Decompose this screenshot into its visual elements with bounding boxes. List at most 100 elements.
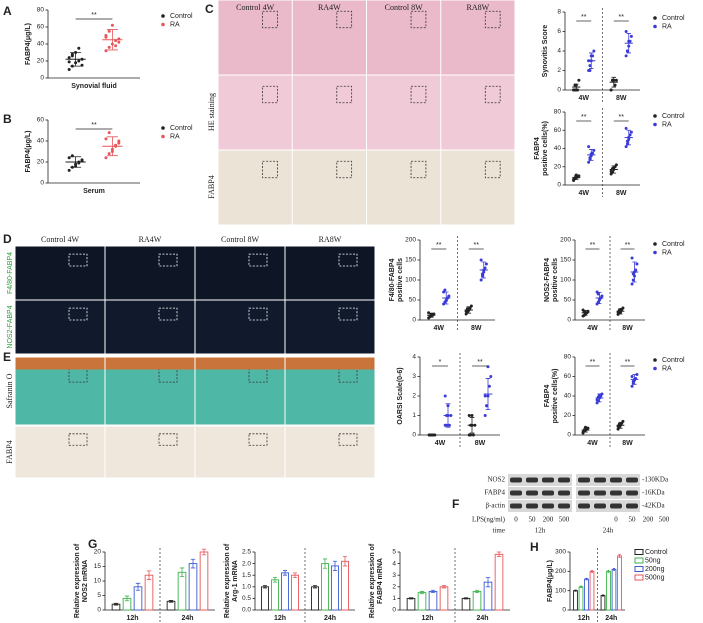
blot-band — [578, 503, 590, 509]
bar — [271, 579, 279, 611]
data-point — [427, 311, 431, 315]
bar — [584, 578, 589, 611]
error-bar — [179, 567, 185, 578]
error-bar — [481, 261, 486, 279]
blot-band — [594, 503, 606, 509]
column-header: Control 8W — [221, 235, 259, 244]
error-bar — [201, 548, 207, 556]
y-tick-label: 8 — [557, 9, 561, 16]
significance: ** — [581, 114, 587, 121]
error-bar — [574, 83, 579, 91]
data-point — [67, 168, 71, 172]
zoom-box — [262, 85, 278, 104]
data-point — [480, 272, 484, 276]
data-point — [483, 394, 487, 398]
data-point — [443, 394, 447, 398]
x-tick-label: 8W — [616, 190, 627, 197]
bar — [144, 574, 154, 611]
error-bar — [485, 378, 491, 411]
bar — [199, 551, 209, 611]
significance: ** — [581, 14, 587, 21]
band-label: β-actin — [486, 502, 506, 510]
y-tick-label: 60 — [554, 127, 562, 134]
y-tick-label: 0 — [562, 607, 566, 614]
legend-label: RA — [662, 249, 672, 256]
y-axis-label: Synovitis Score — [542, 25, 549, 78]
data-point — [471, 433, 475, 437]
y-tick-label: 100 — [405, 277, 416, 284]
blot-band — [626, 490, 638, 496]
y-tick-label: 4 — [392, 560, 396, 567]
y-tick-label: 20 — [94, 549, 102, 556]
error-bar — [589, 149, 594, 161]
error-bar — [135, 582, 141, 591]
data-point — [443, 288, 447, 292]
y-tick-label: 1.5 — [242, 572, 251, 579]
data-point — [630, 375, 634, 378]
y-tick-label: 60 — [564, 373, 572, 380]
blot-band — [510, 490, 522, 496]
data-point — [600, 294, 604, 298]
cartilage-layer — [105, 357, 195, 370]
blot-band — [610, 490, 622, 496]
blot-band — [542, 477, 554, 483]
column-header: Control 4W — [41, 235, 79, 244]
significance: ** — [590, 359, 596, 366]
y-tick-label: 150 — [560, 257, 571, 264]
micrograph — [367, 150, 441, 225]
y-tick-label: 200 — [560, 237, 571, 244]
bar — [406, 597, 416, 611]
bar — [611, 568, 617, 611]
error-bar — [343, 556, 347, 567]
y-tick-label: 4 — [557, 48, 561, 55]
data-point — [445, 423, 449, 427]
band-label: NOS2 — [487, 476, 505, 484]
data-point — [600, 392, 604, 396]
micrograph — [15, 300, 105, 354]
significance: ** — [619, 114, 625, 121]
data-point — [117, 40, 121, 44]
blot-band — [510, 477, 522, 483]
data-point — [577, 174, 581, 178]
column-header: RA8W — [319, 235, 342, 244]
y-tick-label: 80 — [554, 109, 562, 116]
blot-strip — [508, 474, 572, 486]
micrograph — [15, 426, 105, 478]
blot-band — [578, 490, 590, 496]
bar — [461, 597, 471, 611]
y-axis-label: Relative expression of — [224, 543, 231, 618]
micrograph — [218, 75, 292, 150]
y-tick-label: 60 — [37, 24, 45, 31]
blot-band — [526, 503, 538, 509]
data-point — [104, 49, 108, 53]
data-point — [107, 131, 111, 135]
legend-swatch — [634, 566, 644, 572]
error-bar — [106, 136, 118, 157]
error-bar — [469, 417, 475, 434]
y-axis-label: NOS2 mRNA — [82, 560, 89, 602]
x-tick-label: 4W — [587, 325, 598, 332]
bar — [177, 571, 187, 611]
error-bar — [626, 33, 631, 54]
legend-label: RA — [662, 365, 672, 372]
legend-marker — [653, 122, 657, 127]
bar — [291, 574, 299, 611]
legend-marker — [161, 22, 165, 27]
data-point — [104, 35, 108, 39]
bar — [606, 570, 611, 611]
row-label: FABP4 — [207, 175, 216, 198]
zoom-box — [158, 253, 178, 267]
zoom-box — [262, 10, 278, 29]
zoom-box — [68, 253, 88, 267]
y-tick-label: 2.0 — [242, 560, 251, 567]
bar — [494, 553, 504, 611]
data-point — [80, 63, 84, 67]
zoom-box — [410, 160, 427, 179]
micrograph — [367, 0, 441, 75]
bar — [573, 590, 578, 611]
y-tick-label: 0 — [567, 432, 571, 439]
y-axis-label: FABP4 mRNA — [377, 558, 384, 604]
x-tick-label: 4W — [435, 440, 446, 447]
data-point — [470, 414, 474, 417]
bar — [341, 560, 349, 611]
